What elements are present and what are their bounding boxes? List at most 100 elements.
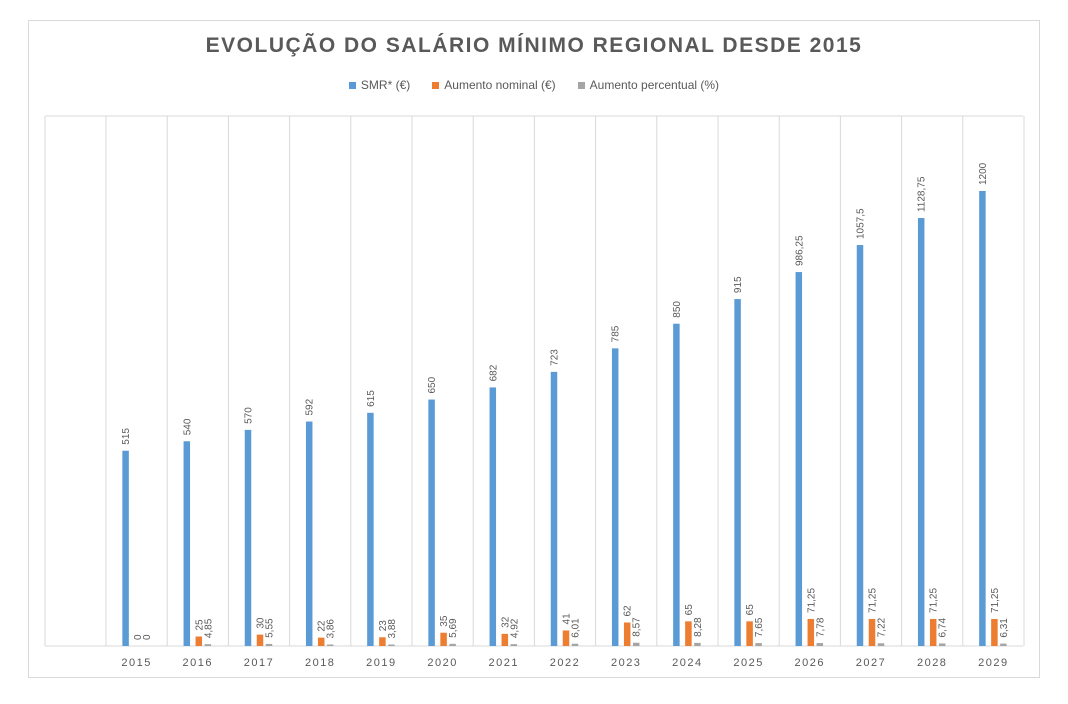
data-label-smr: 615 bbox=[366, 390, 377, 407]
data-label-smr: 1128,75 bbox=[917, 176, 928, 212]
bar-smr bbox=[917, 218, 925, 646]
x-tick-label: 2026 bbox=[795, 657, 825, 669]
bar-percent bbox=[510, 644, 518, 646]
legend-swatch-nominal bbox=[432, 81, 440, 89]
bar-nominal bbox=[929, 618, 937, 646]
bar-percent bbox=[388, 644, 395, 646]
bar-percent bbox=[265, 643, 273, 646]
bar-smr bbox=[611, 348, 619, 646]
bar-nominal bbox=[746, 621, 753, 646]
x-tick-label: 2015 bbox=[121, 657, 151, 669]
x-tick-label: 2022 bbox=[550, 657, 580, 669]
bar-percent bbox=[755, 643, 762, 646]
data-label-smr: 915 bbox=[733, 276, 744, 293]
bar-smr bbox=[979, 191, 986, 646]
legend-swatch-percent bbox=[577, 81, 585, 89]
data-label-smr: 592 bbox=[305, 398, 316, 415]
bar-nominal bbox=[195, 636, 203, 646]
bar-nominal bbox=[991, 618, 998, 646]
x-tick-label: 2016 bbox=[183, 657, 213, 669]
bar-nominal bbox=[868, 618, 876, 646]
bar-nominal bbox=[440, 632, 447, 646]
legend-item-smr: SMR* (€) bbox=[348, 78, 410, 92]
bar-percent bbox=[449, 643, 456, 646]
bar-smr bbox=[367, 412, 374, 646]
bar-nominal bbox=[807, 618, 815, 646]
bar-smr bbox=[489, 387, 497, 646]
x-tick-label: 2017 bbox=[244, 657, 274, 669]
bar-percent bbox=[938, 643, 946, 646]
data-label-percent: 6,31 bbox=[999, 618, 1010, 638]
legend-label-nominal: Aumento nominal (€) bbox=[444, 78, 556, 92]
data-label-percent: 7,78 bbox=[815, 617, 826, 637]
data-label-smr: 682 bbox=[488, 364, 499, 381]
legend-item-percent: Aumento percentual (%) bbox=[577, 78, 720, 92]
x-tick-label: 2023 bbox=[611, 657, 641, 669]
data-label-nominal: 71,25 bbox=[806, 588, 817, 613]
bar-percent bbox=[326, 644, 334, 646]
bar-percent bbox=[204, 644, 212, 646]
chart-legend: SMR* (€) Aumento nominal (€) Aumento per… bbox=[0, 78, 1068, 92]
bar-smr bbox=[550, 371, 558, 646]
legend-item-nominal: Aumento nominal (€) bbox=[432, 78, 556, 92]
data-label-smr: 723 bbox=[550, 349, 561, 366]
data-label-percent: 8,57 bbox=[632, 617, 643, 637]
data-label-smr: 650 bbox=[427, 376, 438, 393]
data-label-nominal: 25 bbox=[194, 619, 205, 631]
bar-smr bbox=[673, 323, 680, 646]
bar-percent bbox=[571, 643, 579, 646]
bar-nominal bbox=[562, 630, 570, 646]
data-label-nominal: 65 bbox=[684, 604, 695, 616]
x-tick-label: 2029 bbox=[978, 657, 1008, 669]
data-label-percent: 3,86 bbox=[326, 619, 337, 639]
data-label-nominal: 62 bbox=[623, 605, 634, 617]
data-label-percent: 5,55 bbox=[265, 618, 276, 638]
x-tick-label: 2024 bbox=[672, 657, 702, 669]
data-label-nominal: 71,25 bbox=[929, 588, 940, 613]
x-tick-label: 2028 bbox=[917, 657, 947, 669]
data-label-smr: 850 bbox=[672, 301, 683, 318]
bar-percent bbox=[877, 643, 885, 646]
data-label-smr: 1200 bbox=[978, 162, 989, 185]
data-label-smr: 515 bbox=[121, 428, 132, 445]
bar-smr bbox=[305, 421, 313, 646]
data-label-nominal: 35 bbox=[439, 615, 450, 627]
data-label-percent: 7,65 bbox=[754, 617, 765, 637]
legend-label-percent: Aumento percentual (%) bbox=[589, 78, 720, 92]
data-label-percent: 7,22 bbox=[877, 617, 888, 637]
bar-smr bbox=[795, 272, 803, 646]
data-label-nominal: 0 bbox=[133, 634, 144, 640]
data-label-percent: 5,69 bbox=[448, 618, 459, 638]
data-label-smr: 986,25 bbox=[794, 235, 805, 266]
bar-percent bbox=[1000, 643, 1007, 646]
bar-nominal bbox=[317, 637, 325, 646]
x-tick-label: 2025 bbox=[733, 657, 763, 669]
bar-smr bbox=[856, 245, 864, 646]
bar-smr bbox=[244, 429, 252, 646]
data-label-percent: 6,01 bbox=[571, 618, 582, 638]
bar-nominal bbox=[623, 622, 631, 646]
data-label-smr: 570 bbox=[244, 407, 255, 424]
x-tick-label: 2020 bbox=[427, 657, 457, 669]
data-label-smr: 785 bbox=[611, 325, 622, 342]
bar-smr bbox=[734, 299, 741, 646]
data-label-percent: 4,85 bbox=[203, 618, 214, 638]
chart-title: EVOLUÇÃO DO SALÁRIO MÍNIMO REGIONAL DESD… bbox=[205, 34, 863, 57]
x-tick-label: 2021 bbox=[489, 657, 519, 669]
data-label-nominal: 32 bbox=[500, 616, 511, 628]
data-label-nominal: 65 bbox=[745, 604, 756, 616]
bar-percent bbox=[694, 642, 701, 646]
data-label-nominal: 71,25 bbox=[868, 588, 879, 613]
data-label-nominal: 22 bbox=[317, 620, 328, 632]
bar-nominal bbox=[685, 621, 692, 646]
x-tick-label: 2027 bbox=[856, 657, 886, 669]
x-tick-label: 2019 bbox=[366, 657, 396, 669]
data-label-nominal: 41 bbox=[562, 613, 573, 625]
data-label-percent: 4,92 bbox=[509, 618, 520, 638]
legend-swatch-smr bbox=[348, 81, 356, 89]
bar-smr bbox=[183, 441, 191, 646]
data-label-percent: 6,74 bbox=[938, 618, 949, 638]
data-label-percent: 3,88 bbox=[387, 619, 398, 639]
data-label-percent: 0 bbox=[142, 634, 153, 640]
